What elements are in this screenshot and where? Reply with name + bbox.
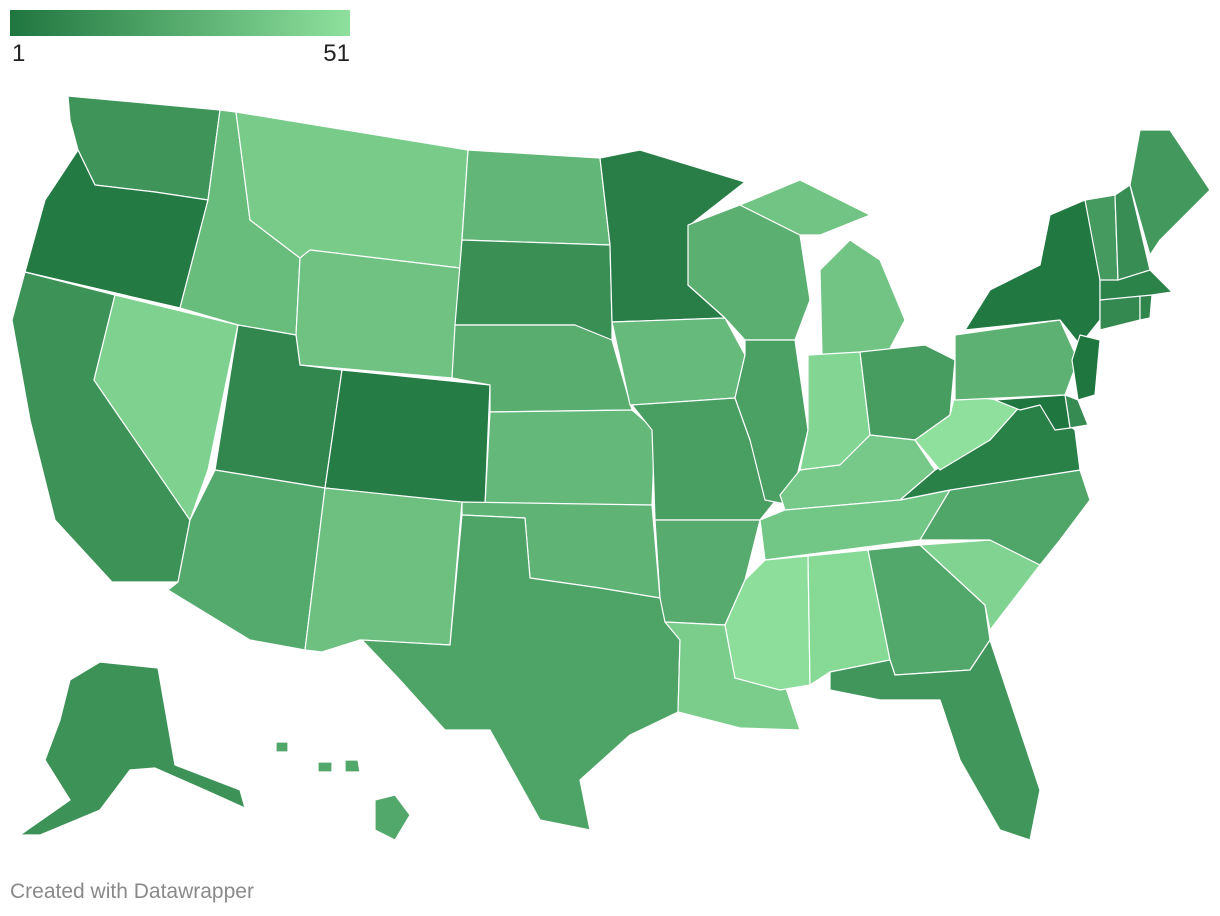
state-tx[interactable] (361, 514, 681, 831)
us-states-map (11, 95, 1211, 841)
datawrapper-credit: Created with Datawrapper (10, 880, 254, 903)
state-nh[interactable] (1114, 184, 1151, 281)
state-pa[interactable] (954, 319, 1079, 401)
state-ny[interactable] (964, 199, 1101, 346)
state-md[interactable] (994, 394, 1071, 431)
color-legend: 1 51 (10, 10, 350, 67)
legend-min-label: 1 (12, 40, 26, 67)
state-ak[interactable] (19, 661, 246, 836)
state-hi[interactable] (275, 741, 411, 841)
state-wy[interactable] (295, 249, 461, 379)
state-co[interactable] (324, 369, 491, 506)
state-ia[interactable] (611, 317, 746, 406)
state-sc[interactable] (919, 539, 1041, 631)
state-ri[interactable] (1139, 294, 1153, 321)
state-me[interactable] (1129, 129, 1211, 256)
state-il[interactable] (734, 339, 809, 506)
state-nm[interactable] (304, 487, 463, 653)
state-ks[interactable] (484, 409, 656, 506)
state-ct[interactable] (1099, 294, 1141, 331)
legend-max-label: 51 (323, 40, 350, 67)
state-nj[interactable] (1071, 334, 1101, 401)
state-fl[interactable] (829, 639, 1041, 841)
state-nd[interactable] (461, 149, 611, 246)
states-layer (11, 95, 1211, 841)
state-nv[interactable] (93, 294, 239, 521)
legend-gradient-bar (10, 10, 350, 36)
